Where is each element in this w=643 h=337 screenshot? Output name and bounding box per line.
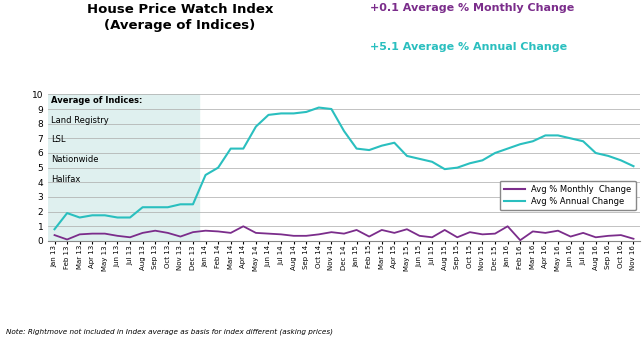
Bar — [48, 94, 199, 241]
Text: +5.1 Average % Annual Change: +5.1 Average % Annual Change — [370, 42, 567, 52]
Text: Nationwide: Nationwide — [51, 155, 98, 164]
Text: Land Registry: Land Registry — [51, 116, 109, 125]
Text: Note: Rightmove not included in Index average as basis for index different (aski: Note: Rightmove not included in Index av… — [6, 329, 334, 335]
Text: +0.1 Average % Monthly Change: +0.1 Average % Monthly Change — [370, 3, 574, 13]
Legend: Avg % Monthly  Change, Avg % Annual Change: Avg % Monthly Change, Avg % Annual Chang… — [500, 181, 636, 210]
Text: House Price Watch Index
(Average of Indices): House Price Watch Index (Average of Indi… — [87, 3, 273, 32]
Text: LSL: LSL — [51, 135, 66, 145]
Text: Halifax: Halifax — [51, 175, 80, 184]
Text: Average of Indices:: Average of Indices: — [51, 96, 143, 105]
